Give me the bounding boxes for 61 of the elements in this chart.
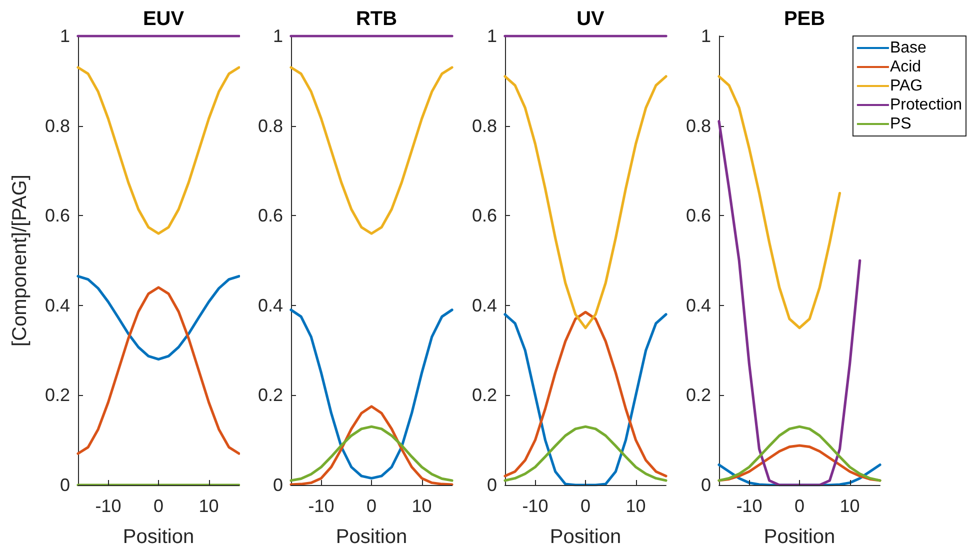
- chart-title: UV: [576, 8, 606, 30]
- y-tick-label: 0.2: [44, 385, 70, 406]
- y-tick-label: 0.6: [44, 206, 70, 226]
- y-tick-label: 0.6: [686, 206, 711, 226]
- chart-title: PEB: [784, 8, 826, 30]
- x-tick-label: 0: [366, 496, 377, 516]
- x-axis-title: Position: [550, 526, 622, 548]
- line-series: [76, 274, 240, 361]
- y-tick-label: 0: [60, 475, 70, 495]
- y-tick-label: 0.4: [258, 295, 283, 316]
- y-tick-label: 1: [486, 26, 497, 46]
- x-tick-label: -10: [95, 496, 122, 516]
- y-tick-label: 0.2: [686, 385, 711, 406]
- x-tick-label: 10: [198, 496, 219, 516]
- legend-label: Acid: [890, 58, 922, 76]
- y-tick-label: 0: [700, 475, 711, 495]
- legend-label: PAG: [890, 78, 923, 94]
- x-tick-label: 0: [794, 496, 805, 516]
- y-tick-label: 0: [272, 475, 283, 495]
- line-series: [504, 75, 668, 330]
- x-tick-label: 10: [626, 496, 646, 516]
- x-tick-label: 10: [412, 496, 432, 516]
- x-tick-label: 0: [153, 496, 164, 516]
- line-series: [76, 286, 240, 455]
- y-tick-label: 0.8: [44, 116, 70, 136]
- y-tick-label: 0.8: [686, 116, 711, 136]
- y-tick-label: 0.8: [472, 116, 497, 136]
- y-tick-label: 0.8: [258, 116, 283, 136]
- legend-label: PS: [890, 116, 912, 132]
- chart-title: EUV: [142, 8, 185, 30]
- line-series: [290, 425, 454, 482]
- line-series: [718, 120, 862, 486]
- x-tick-label: -10: [308, 496, 334, 516]
- line-series: [718, 425, 882, 482]
- line-series: [290, 66, 454, 235]
- x-tick-label: 0: [580, 496, 591, 516]
- line-series: [718, 75, 842, 330]
- x-tick-label: 10: [840, 496, 860, 516]
- y-tick-label: 0.2: [472, 385, 497, 406]
- y-tick-label: 0.6: [258, 206, 283, 226]
- y-tick-label: 0.4: [44, 295, 70, 316]
- x-tick-label: -10: [522, 496, 548, 516]
- y-tick-label: 0.2: [258, 385, 283, 406]
- line-series: [76, 66, 240, 235]
- line-series: [504, 425, 668, 482]
- x-axis-title: Position: [122, 526, 194, 548]
- legend-label: Base: [890, 40, 927, 56]
- y-tick-label: 1: [60, 26, 70, 46]
- legend-label: Protection: [890, 96, 962, 114]
- y-axis-title: [Component]/[PAG]: [9, 174, 31, 346]
- y-tick-label: 1: [700, 26, 711, 46]
- line-series: [290, 308, 454, 480]
- y-tick-label: 1: [272, 26, 283, 46]
- x-tick-label: -10: [736, 496, 762, 516]
- x-axis-title: Position: [764, 526, 836, 548]
- x-axis-title: Position: [336, 526, 408, 548]
- y-tick-label: 0: [486, 475, 497, 495]
- chart-title: RTB: [356, 8, 398, 30]
- y-tick-label: 0.6: [472, 206, 497, 226]
- y-tick-label: 0.4: [686, 295, 711, 316]
- y-tick-label: 0.4: [472, 295, 497, 316]
